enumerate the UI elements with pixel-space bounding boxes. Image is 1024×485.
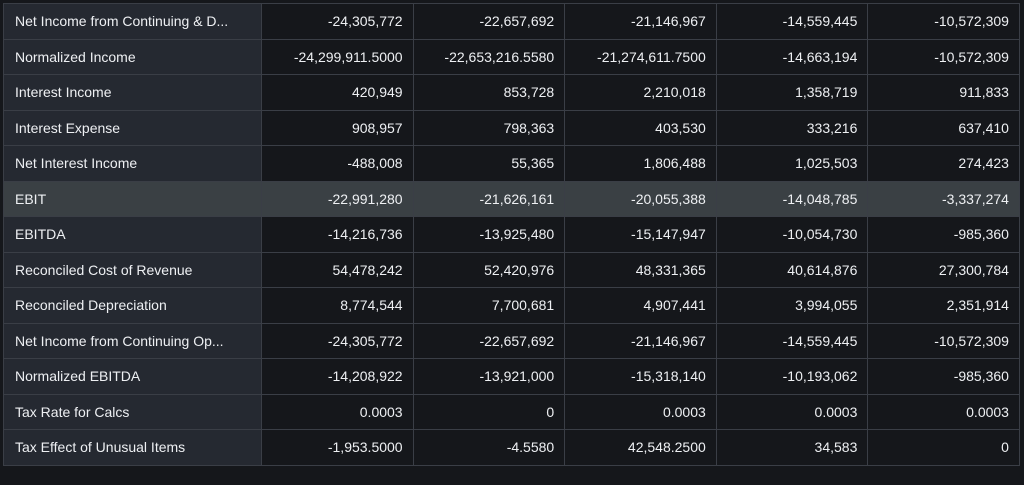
row-value-cell: -488,008 <box>261 145 414 182</box>
row-value-cell: 27,300,784 <box>867 251 1020 288</box>
row-value-cell: -13,921,000 <box>412 358 566 395</box>
row-value-cell: 55,365 <box>412 145 566 182</box>
row-value-cell: 3,994,055 <box>715 287 869 324</box>
row-value-cell: -10,572,309 <box>867 3 1020 40</box>
row-value-cell: -10,572,309 <box>867 38 1020 75</box>
row-label: Normalized Income <box>3 38 262 75</box>
row-label: Normalized EBITDA <box>3 358 262 395</box>
table-row[interactable]: Normalized Income -24,299,911.5000 -22,653… <box>3 38 1020 75</box>
table-row[interactable]: Tax Rate for Calcs 0.0003 0 0.0003 0.0003 0.0… <box>3 393 1020 430</box>
row-value-cell: -24,305,772 <box>261 3 414 40</box>
row-value-cell: -4.5580 <box>412 429 566 466</box>
row-value-cell: 0.0003 <box>715 393 869 430</box>
row-value-cell: 911,833 <box>867 74 1020 111</box>
row-label: Tax Effect of Unusual Items <box>3 429 262 466</box>
row-value-cell: 40,614,876 <box>715 251 869 288</box>
row-value-cell: -20,055,388 <box>564 180 717 217</box>
row-value-cell: -21,146,967 <box>564 3 717 40</box>
row-value-cell: -24,299,911.5000 <box>261 38 414 75</box>
row-value-cell: 1,806,488 <box>564 145 717 182</box>
table-row[interactable]: Normalized EBITDA -14,208,922 -13,921,000-… <box>3 358 1020 395</box>
row-value-cell: 274,423 <box>867 145 1020 182</box>
table-row[interactable]: Tax Effect of Unusual Items -1,953.5000 -4… <box>3 429 1020 466</box>
table-row[interactable]: Reconciled Cost of Revenue 54,478,242 52,4… <box>3 251 1020 288</box>
row-value-cell: -22,653,216.5580 <box>412 38 566 75</box>
row-value-cell: -15,318,140 <box>564 358 717 395</box>
row-value-cell: -10,054,730 <box>715 216 869 253</box>
row-value-cell: 7,700,681 <box>412 287 566 324</box>
row-value-cell: -21,274,611.7500 <box>564 38 717 75</box>
row-value-cell: 2,351,914 <box>867 287 1020 324</box>
row-value-cell: 1,025,503 <box>715 145 869 182</box>
table-row[interactable]: Interest Expense 908,957 798,363 403,530 333… <box>3 109 1020 146</box>
row-value-cell: 8,774,544 <box>261 287 414 324</box>
row-label: EBIT <box>3 180 262 217</box>
row-value-cell: 908,957 <box>261 109 414 146</box>
table-row[interactable]: Net Income from Continuing Op... -24,305,… <box>3 322 1020 359</box>
row-value-cell: -22,657,692 <box>412 3 566 40</box>
row-value-cell: 54,478,242 <box>261 251 414 288</box>
table-row[interactable]: Interest Income 420,949 853,728 2,210,018 1,… <box>3 74 1020 111</box>
row-label: Reconciled Cost of Revenue <box>3 251 262 288</box>
row-label: EBITDA <box>3 216 262 253</box>
row-label: Interest Expense <box>3 109 262 146</box>
row-label: Net Income from Continuing Op... <box>3 322 262 359</box>
row-value-cell: -10,572,309 <box>867 322 1020 359</box>
row-value-cell: -21,146,967 <box>564 322 717 359</box>
row-value-cell: 403,530 <box>564 109 717 146</box>
table-row[interactable]: Net Interest Income -488,008 55,365 1,806,4… <box>3 145 1020 182</box>
table-row[interactable]: EBIT -22,991,280 -21,626,161 -20,055,388 -14… <box>3 180 1020 217</box>
row-value-cell: -13,925,480 <box>412 216 566 253</box>
row-value-cell: 798,363 <box>412 109 566 146</box>
row-value-cell: -14,559,445 <box>715 3 869 40</box>
row-label: Net Interest Income <box>3 145 262 182</box>
row-value-cell: -22,657,692 <box>412 322 566 359</box>
row-value-cell: -985,360 <box>867 358 1020 395</box>
row-value-cell: 1,358,719 <box>715 74 869 111</box>
row-label: Tax Rate for Calcs <box>3 393 262 430</box>
row-value-cell: 333,216 <box>715 109 869 146</box>
row-label: Interest Income <box>3 74 262 111</box>
row-value-cell: -1,953.5000 <box>261 429 414 466</box>
row-value-cell: -14,216,736 <box>261 216 414 253</box>
row-label: Net Income from Continuing & D... <box>3 3 262 40</box>
row-value-cell: 0 <box>867 429 1020 466</box>
row-value-cell: -985,360 <box>867 216 1020 253</box>
row-value-cell: -14,559,445 <box>715 322 869 359</box>
row-value-cell: -24,305,772 <box>261 322 414 359</box>
row-value-cell: -3,337,274 <box>867 180 1020 217</box>
row-value-cell: 0.0003 <box>564 393 717 430</box>
row-value-cell: 0 <box>412 393 566 430</box>
row-value-cell: 34,583 <box>715 429 869 466</box>
row-value-cell: 0.0003 <box>867 393 1020 430</box>
table-row[interactable]: Net Income from Continuing & D... -24,305… <box>3 3 1020 40</box>
row-value-cell: -14,663,194 <box>715 38 869 75</box>
row-value-cell: -21,626,161 <box>412 180 566 217</box>
row-value-cell: -22,991,280 <box>261 180 414 217</box>
row-value-cell: 42,548.2500 <box>564 429 717 466</box>
row-value-cell: 853,728 <box>412 74 566 111</box>
row-value-cell: 637,410 <box>867 109 1020 146</box>
row-value-cell: -15,147,947 <box>564 216 717 253</box>
row-value-cell: 48,331,365 <box>564 251 717 288</box>
table-row[interactable]: Reconciled Depreciation 8,774,544 7,700,68… <box>3 287 1020 324</box>
financials-table: Net Income from Continuing & D... -24,305… <box>3 3 1020 466</box>
row-value-cell: 420,949 <box>261 74 414 111</box>
financials-table-body: Net Income from Continuing & D... -24,305… <box>3 3 1020 466</box>
row-value-cell: -10,193,062 <box>715 358 869 395</box>
row-value-cell: 4,907,441 <box>564 287 717 324</box>
row-value-cell: -14,208,922 <box>261 358 414 395</box>
row-value-cell: 0.0003 <box>261 393 414 430</box>
row-value-cell: 52,420,976 <box>412 251 566 288</box>
row-label: Reconciled Depreciation <box>3 287 262 324</box>
table-row[interactable]: EBITDA -14,216,736 -13,925,480 -15,147,947-… <box>3 216 1020 253</box>
row-value-cell: -14,048,785 <box>715 180 869 217</box>
row-value-cell: 2,210,018 <box>564 74 717 111</box>
